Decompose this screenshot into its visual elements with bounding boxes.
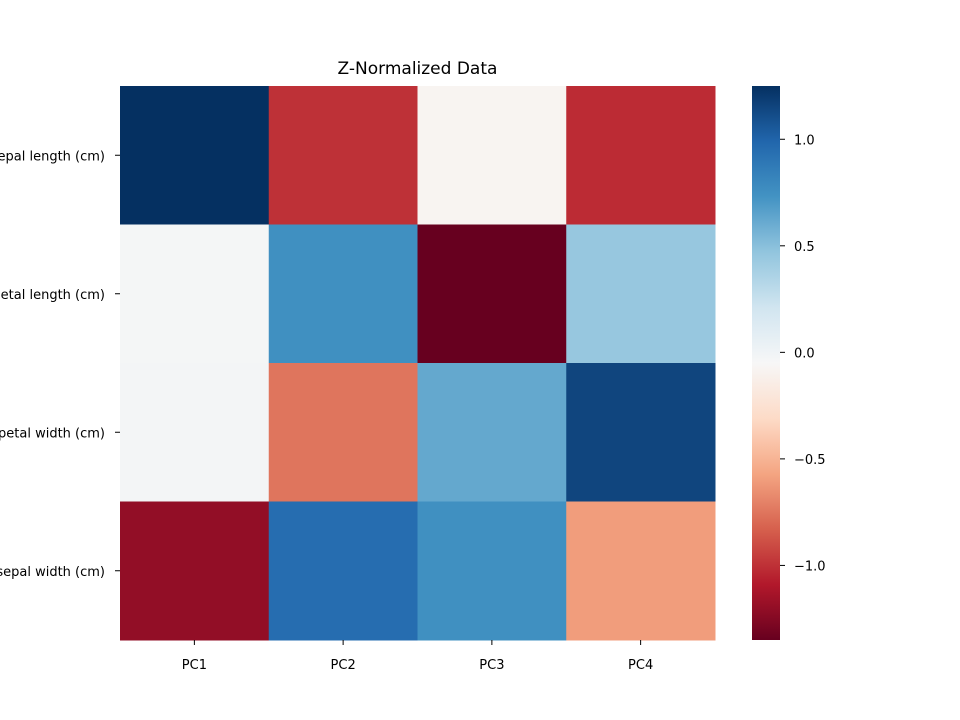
heatmap-cell bbox=[566, 363, 716, 502]
y-axis: sepal length (cm) petal length (cm) petal … bbox=[0, 149, 120, 580]
y-tick-label: sepal width (cm) bbox=[0, 565, 105, 580]
x-tick-label: PC3 bbox=[479, 658, 504, 673]
heatmap-cell bbox=[268, 501, 418, 641]
x-axis: PC1 PC2 PC3 PC4 bbox=[182, 640, 653, 673]
heatmap-cell bbox=[268, 224, 418, 364]
x-tick-label: PC2 bbox=[331, 658, 356, 673]
y-tick-label: sepal length (cm) bbox=[0, 149, 105, 164]
heatmap-cells bbox=[120, 86, 716, 641]
colorbar-gradient bbox=[752, 86, 780, 640]
heatmap-cell bbox=[120, 224, 270, 364]
colorbar-tick-label: 0.0 bbox=[794, 346, 815, 361]
heatmap-cell bbox=[566, 224, 716, 364]
heatmap-cell bbox=[417, 363, 567, 502]
heatmap-cell bbox=[120, 86, 270, 225]
heatmap-cell bbox=[566, 501, 716, 641]
heatmap-cell bbox=[417, 501, 567, 641]
heatmap-cell bbox=[120, 363, 270, 502]
heatmap-cell bbox=[120, 501, 270, 641]
y-tick-label: petal length (cm) bbox=[0, 288, 105, 303]
colorbar-tick-label: 1.0 bbox=[794, 133, 815, 148]
y-tick-label: petal width (cm) bbox=[0, 426, 105, 441]
colorbar-tick-label: 0.5 bbox=[794, 240, 815, 255]
x-tick-label: PC1 bbox=[182, 658, 207, 673]
heatmap-cell bbox=[417, 86, 567, 225]
heatmap-cell bbox=[417, 224, 567, 364]
colorbar-tick-label: −1.0 bbox=[794, 559, 826, 574]
heatmap-cell bbox=[566, 86, 716, 225]
chart-title: Z-Normalized Data bbox=[338, 59, 498, 79]
heatmap-cell bbox=[268, 363, 418, 502]
colorbar: 1.0 0.5 0.0 −0.5 −1.0 bbox=[752, 86, 826, 640]
heatmap-cell bbox=[268, 86, 418, 225]
x-tick-label: PC4 bbox=[628, 658, 653, 673]
colorbar-tick-label: −0.5 bbox=[794, 453, 826, 468]
